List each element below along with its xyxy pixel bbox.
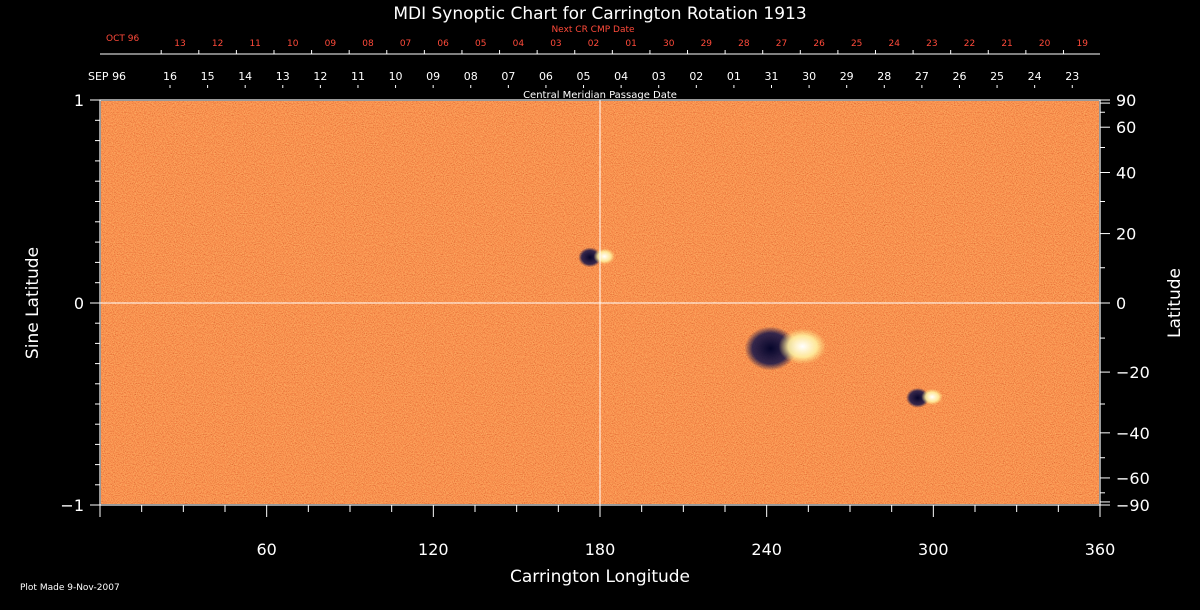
next-cmp-month: OCT 96 [106,34,139,44]
next-cmp-date-label: 27 [776,39,787,49]
bottom-axis: 60 120 180 240 300 360 [99,505,1116,559]
cmp-date-label: 24 [1028,70,1042,83]
cmp-date-label: 06 [539,70,553,83]
cmp-date-label: 05 [577,70,591,83]
cmp-date-label: 28 [877,70,891,83]
left-tick-label: 1 [74,91,84,110]
x-tick-label: 360 [1085,540,1116,559]
cmp-date-label: 10 [389,70,403,83]
next-cmp-date-label: 04 [513,39,525,49]
x-tick-label: 60 [256,540,276,559]
right-tick-label: −60 [1116,469,1150,488]
x-tick-label: 300 [918,540,949,559]
left-tick-label: 0 [74,294,84,313]
right-tick-label: 20 [1116,225,1136,244]
cmp-date-label: 07 [501,70,515,83]
cmp-date-label: 25 [990,70,1004,83]
next-cmp-date-label: 26 [813,39,825,49]
next-cmp-date-label: 06 [437,39,449,49]
right-tick-label: 40 [1116,164,1136,183]
next-cmp-date-label: 25 [851,39,862,49]
cmp-month: SEP 96 [88,70,126,83]
cmp-date-label: 26 [952,70,966,83]
y-axis-label-right: Latitude [1165,268,1185,338]
next-cmp-date-label: 19 [1077,39,1089,49]
cmp-date-label: 15 [201,70,215,83]
cmp-date-label: 13 [276,70,290,83]
right-tick-label: 90 [1116,91,1136,110]
cmp-date-label: 04 [614,70,628,83]
cmp-date-label: 12 [313,70,327,83]
next-cmp-date-label: 20 [1039,39,1051,49]
cmp-axis-label: Central Meridian Passage Date [523,90,677,101]
next-cmp-date-label: 07 [400,39,411,49]
small-region-south-positive [921,388,943,406]
right-tick-label: 0 [1116,294,1126,313]
plot-made-footer: Plot Made 9-Nov-2007 [20,583,120,593]
cmp-date-label: 31 [765,70,779,83]
next-cmp-date-label: 24 [889,39,901,49]
cmp-date-axis: 16 15 14 13 12 11 10 09 08 07 06 05 04 03 02 01 31 30 29 28… [163,70,1079,88]
right-tick-label: 60 [1116,118,1136,137]
cmp-date-label: 29 [840,70,854,83]
x-tick-label: 180 [585,540,616,559]
cmp-date-label: 30 [802,70,816,83]
next-cmp-date-label: 28 [738,39,750,49]
cmp-date-label: 08 [464,70,478,83]
active-region-positive [778,328,827,365]
next-cmp-date-label: 10 [287,39,299,49]
next-cmp-date-label: 13 [174,39,185,49]
next-cmp-date-label: 11 [249,39,260,49]
left-axis: 1 0 −1 [60,91,100,515]
cmp-date-label: 03 [652,70,666,83]
right-tick-label: −40 [1116,424,1150,443]
next-cmp-date-label: 05 [475,39,486,49]
next-cmp-date-label: 09 [325,39,337,49]
next-cmp-date-label: 08 [362,39,374,49]
next-cmp-date-label: 30 [663,39,675,49]
cmp-date-label: 09 [426,70,440,83]
y-axis-label-left: Sine Latitude [23,247,43,359]
next-cmp-date-label: 29 [701,39,713,49]
next-cmp-date-label: 01 [625,39,636,49]
next-cmp-date-label: 22 [964,39,975,49]
cmp-date-label: 27 [915,70,929,83]
cmp-date-label: 11 [351,70,365,83]
next-cmp-date-label: 21 [1001,39,1012,49]
next-cmp-date-label: 03 [550,39,561,49]
x-tick-label: 240 [751,540,782,559]
cmp-date-label: 01 [727,70,741,83]
cmp-date-label: 16 [163,70,177,83]
magnetic-features [578,247,943,408]
next-cmp-date-axis: 13 12 11 10 09 08 07 06 05 04 03 02 01 30 29 28 27 26 25 24… [160,39,1089,54]
next-cmp-date-label: 12 [212,39,223,49]
left-tick-label: −1 [60,496,84,515]
small-region-north-positive [593,248,616,265]
x-tick-label: 120 [418,540,449,559]
chart-title: MDI Synoptic Chart for Carrington Rotati… [393,4,806,24]
right-tick-label: −20 [1116,363,1150,382]
cmp-date-label: 02 [689,70,703,83]
next-cmp-date-label: 02 [588,39,599,49]
next-cmp-date-label: 23 [926,39,937,49]
next-cmp-label: Next CR CMP Date [551,25,635,35]
cmp-date-label: 14 [238,70,252,83]
right-axis: 90 60 40 20 0 −20 −40 −60 −90 [1100,91,1150,515]
right-tick-label: −90 [1116,496,1150,515]
x-axis-label: Carrington Longitude [510,567,690,587]
cmp-date-label: 23 [1065,70,1079,83]
